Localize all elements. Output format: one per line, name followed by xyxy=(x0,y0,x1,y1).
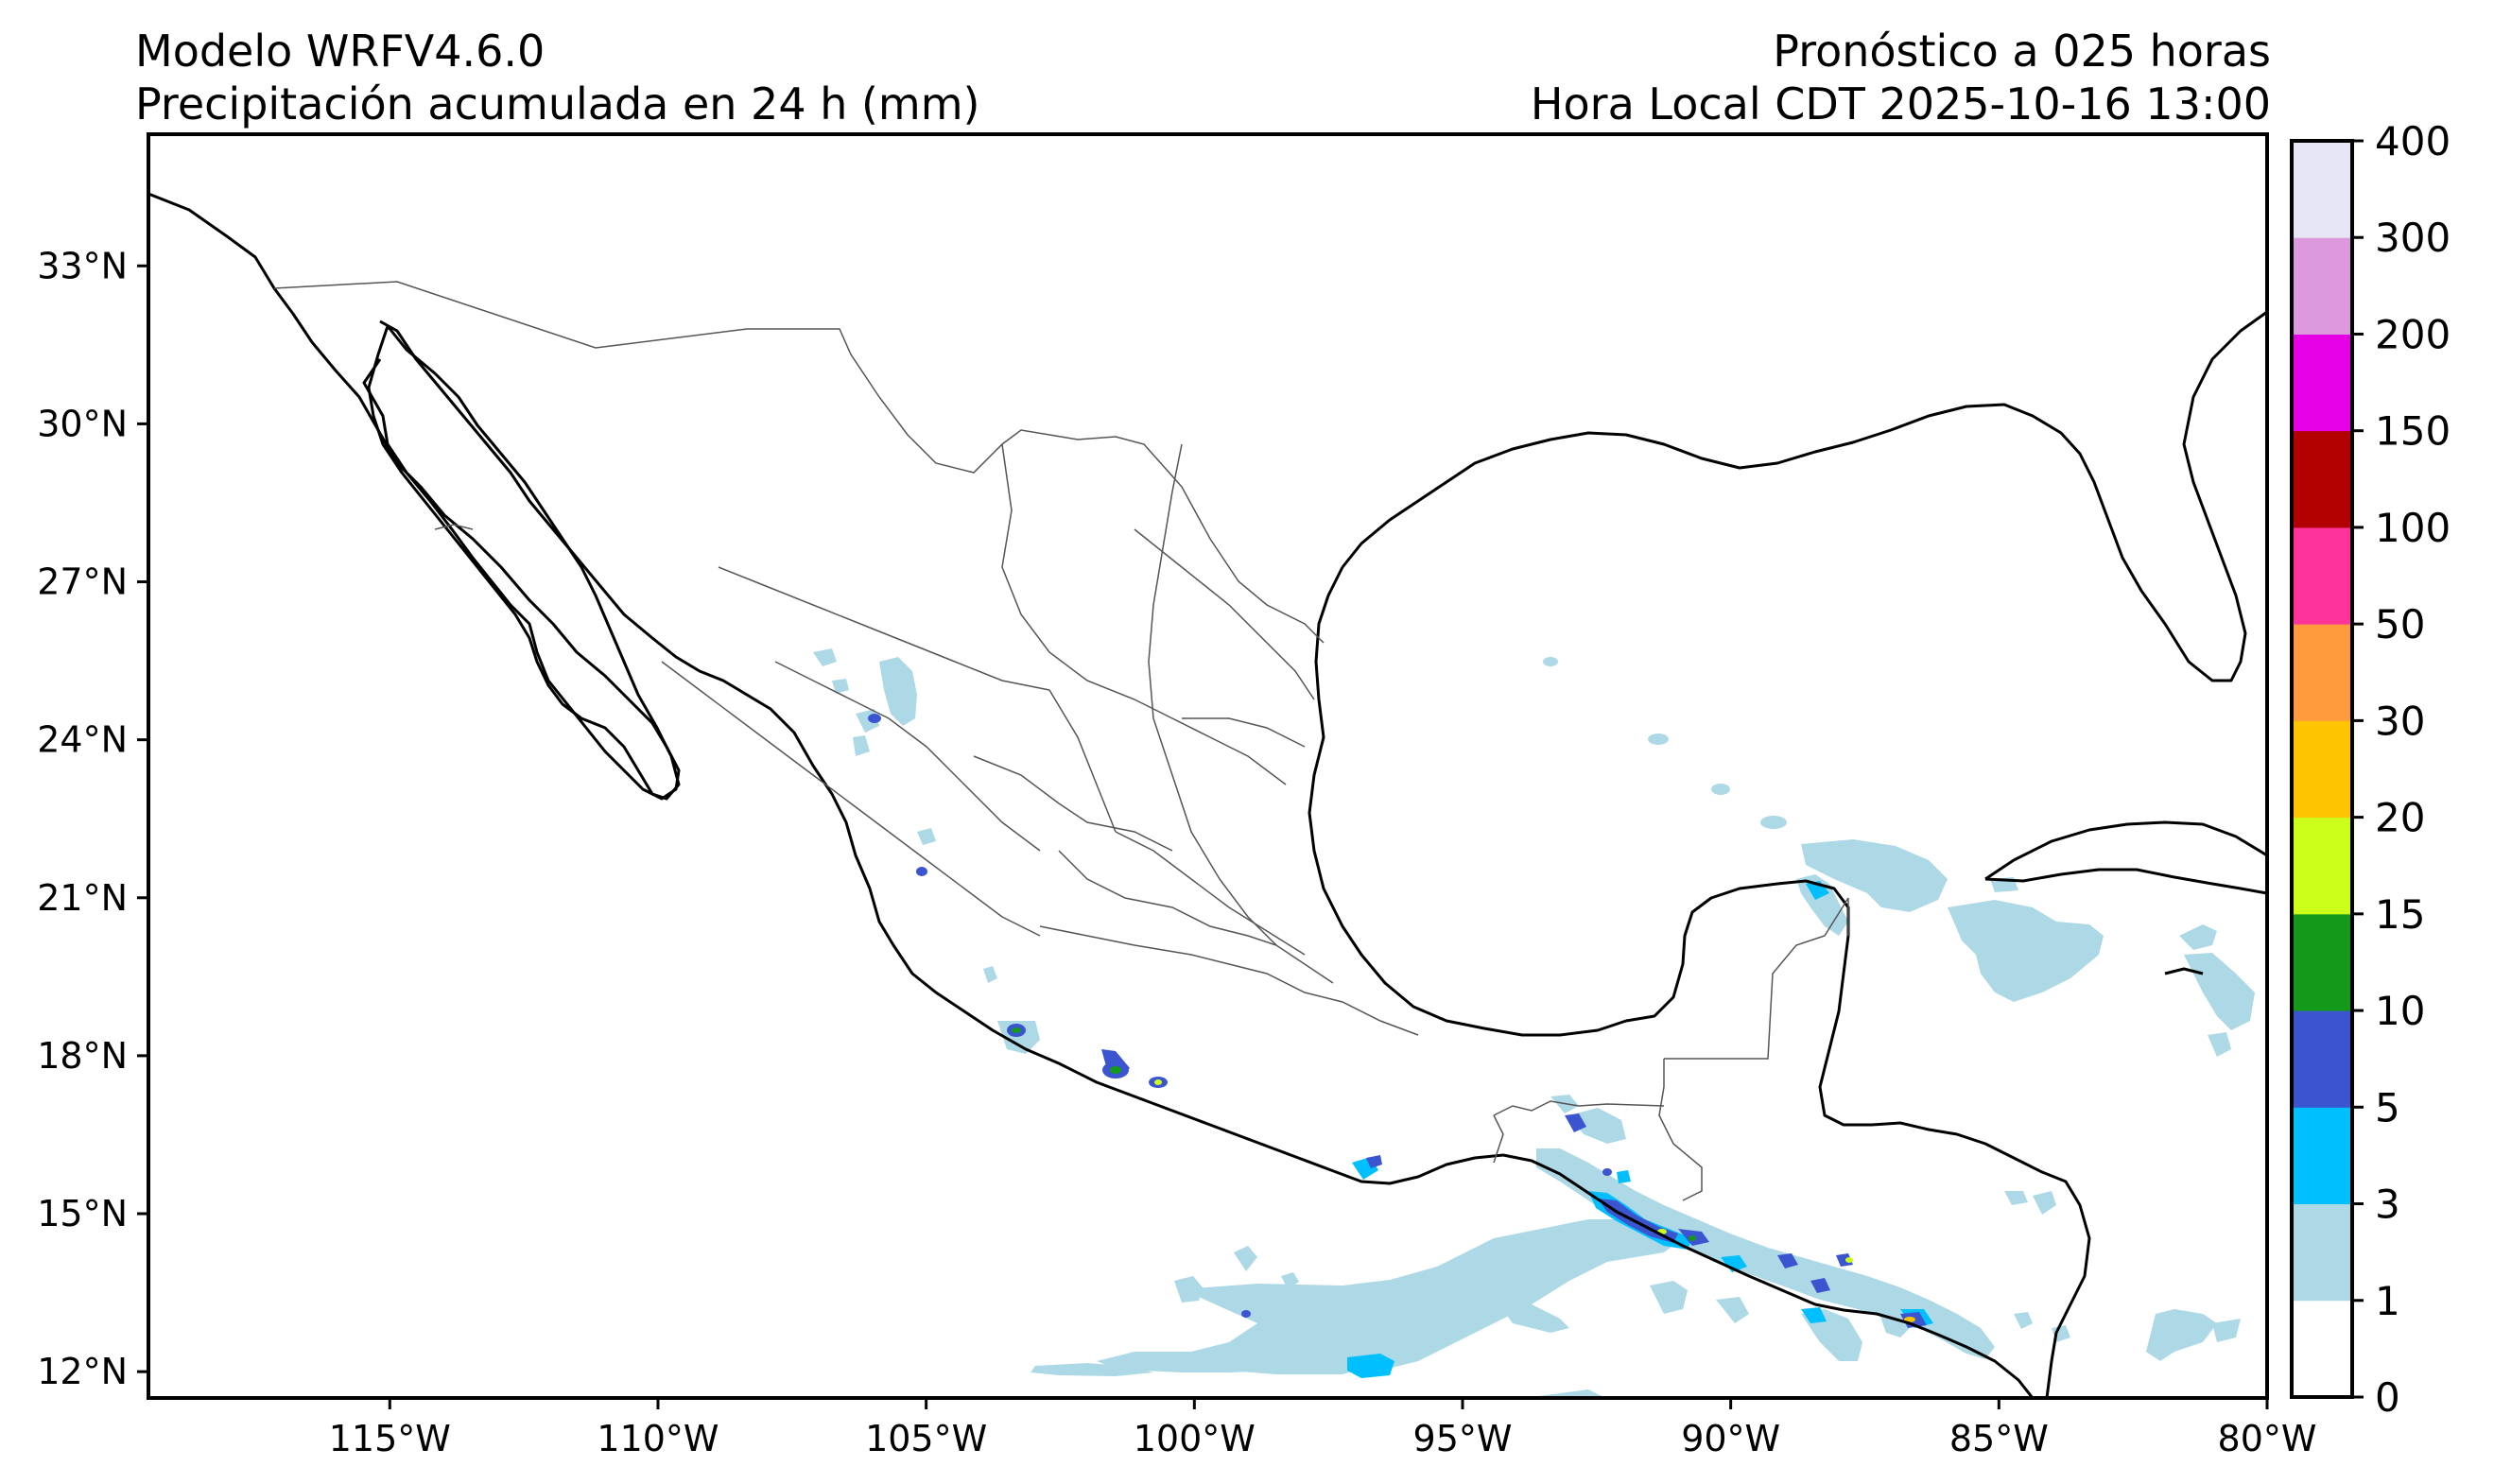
colorbar-label: 5 xyxy=(2375,1084,2400,1130)
colorbar-label: 400 xyxy=(2375,118,2451,164)
lat-tick-label: 24°N xyxy=(37,719,128,761)
lon-tick-label: 80°W xyxy=(2218,1418,2317,1459)
colorbar-segment xyxy=(2292,1107,2352,1205)
valid-time-title: Hora Local CDT 2025-10-16 13:00 xyxy=(1530,78,2271,129)
colorbar-segment xyxy=(2292,1203,2352,1302)
colorbar-segment xyxy=(2292,817,2352,915)
longitude-axis: 115°W 110°W 105°W 100°W 95°W 90°W 85°W 80°W xyxy=(329,1398,2317,1459)
latitude-axis: 33°N 30°N 27°N 24°N 21°N 18°N 15°N 12°N xyxy=(37,245,148,1392)
colorbar-segment xyxy=(2292,430,2352,528)
colorbar: 0 1 3 5 10 15 20 30 50 100 150 200 300 400 xyxy=(2290,118,2451,1421)
colorbar-label: 1 xyxy=(2375,1278,2400,1324)
colorbar-label: 30 xyxy=(2375,698,2425,744)
lon-tick-label: 110°W xyxy=(597,1418,719,1459)
model-title: Modelo WRFV4.6.0 xyxy=(135,26,546,77)
lat-tick-label: 18°N xyxy=(37,1035,128,1077)
lon-tick-label: 95°W xyxy=(1413,1418,1513,1459)
colorbar-label: 3 xyxy=(2375,1182,2400,1228)
colorbar-segment xyxy=(2292,334,2352,432)
colorbar-label: 300 xyxy=(2375,215,2451,261)
map-content xyxy=(148,192,2267,1398)
forecast-title: Pronóstico a 025 horas xyxy=(1773,26,2271,77)
lat-tick-label: 30°N xyxy=(37,403,128,444)
lon-tick-label: 100°W xyxy=(1134,1418,1256,1459)
colorbar-segment xyxy=(2292,624,2352,721)
colorbar-segment xyxy=(2292,237,2352,335)
coastlines xyxy=(148,192,2267,1398)
colorbar-label: 0 xyxy=(2375,1374,2400,1421)
colorbar-segment xyxy=(2292,913,2352,1011)
lon-tick-label: 85°W xyxy=(1949,1418,2049,1459)
map-frame xyxy=(147,132,2269,1400)
colorbar-segment xyxy=(2292,526,2352,625)
precip-1mm-areas xyxy=(813,648,2255,1398)
lat-tick-label: 12°N xyxy=(37,1351,128,1392)
colorbar-segment xyxy=(2292,141,2352,238)
colorbar-label: 10 xyxy=(2375,988,2425,1034)
lat-tick-label: 21°N xyxy=(37,877,128,919)
lon-tick-label: 105°W xyxy=(865,1418,987,1459)
colorbar-label: 100 xyxy=(2375,505,2451,551)
lat-tick-label: 15°N xyxy=(37,1193,128,1234)
lon-tick-label: 90°W xyxy=(1681,1418,1780,1459)
variable-title: Precipitación acumulada en 24 h (mm) xyxy=(135,78,980,129)
colorbar-label: 50 xyxy=(2375,601,2425,647)
colorbar-label: 150 xyxy=(2375,408,2451,455)
colorbar-frame xyxy=(2290,139,2354,1399)
borders xyxy=(273,281,1849,1201)
colorbar-segment xyxy=(2292,720,2352,819)
lon-tick-label: 115°W xyxy=(329,1418,451,1459)
lat-tick-label: 27°N xyxy=(37,561,128,603)
colorbar-segment xyxy=(2292,1300,2352,1398)
colorbar-label: 15 xyxy=(2375,891,2425,938)
colorbar-segment xyxy=(2292,1010,2352,1108)
lat-tick-label: 33°N xyxy=(37,245,128,286)
map-background xyxy=(148,134,2267,1398)
colorbar-label: 20 xyxy=(2375,795,2425,841)
colorbar-label: 200 xyxy=(2375,311,2451,357)
